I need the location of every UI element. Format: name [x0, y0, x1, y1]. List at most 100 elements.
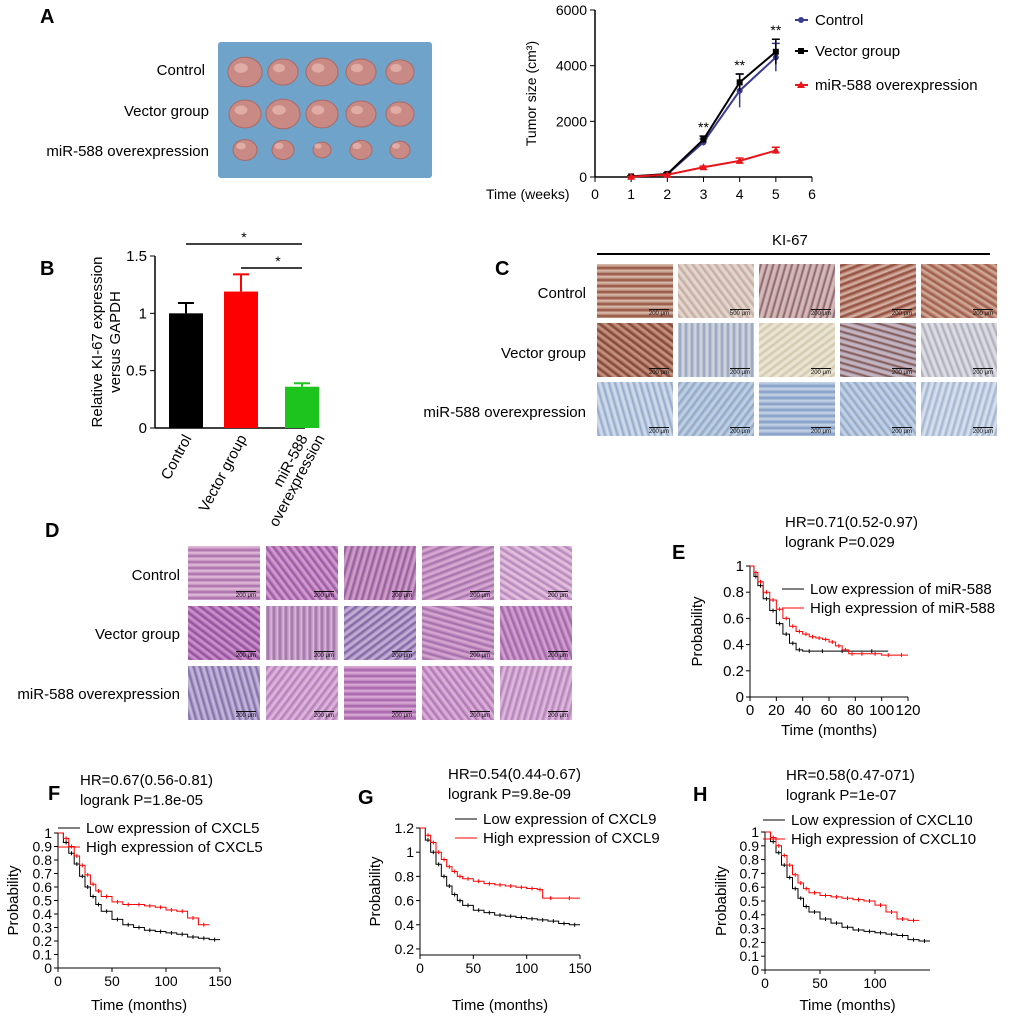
data-point — [772, 48, 779, 55]
survival-curve — [750, 565, 908, 656]
x-tick-label: 150 — [568, 960, 592, 976]
ki67-header: KI-67 — [772, 232, 808, 249]
significance-marker: * — [275, 253, 281, 269]
x-axis-label: Time (months) — [91, 997, 187, 1014]
histology-image: 200 μm — [421, 605, 495, 661]
y-axis-label: Probability — [713, 865, 730, 936]
scale-bar: 200 μm — [469, 651, 491, 659]
significance-marker: ** — [734, 57, 745, 73]
histology-image: 500 μm — [677, 263, 755, 319]
y-axis-label: Relative KI-67 expression — [89, 257, 106, 428]
stat-label: HR=0.67(0.56-0.81) — [80, 772, 213, 789]
y-tick-label: 0.7 — [740, 865, 760, 881]
histology-image: 200 μm — [839, 322, 917, 378]
legend-label: Low expression of CXCL10 — [791, 812, 973, 829]
tumor-highlight — [234, 105, 248, 115]
tumor-photo — [218, 42, 432, 178]
x-axis-label: Time (months) — [781, 722, 877, 739]
ihc-label-control: Control — [537, 285, 586, 302]
histology-image: 200 μm — [187, 665, 261, 721]
scale-bar: 200 μm — [547, 711, 569, 719]
stat-label: HR=0.58(0.47-071) — [786, 767, 915, 784]
legend-label: Control — [815, 12, 863, 29]
data-point — [771, 146, 780, 154]
y-tick-label: 2000 — [556, 113, 587, 129]
scale-bar: 200 μm — [391, 591, 413, 599]
histology-image: 200 μm — [677, 381, 755, 437]
tumor-highlight — [390, 106, 402, 114]
histology-image: 200 μm — [265, 545, 339, 601]
y-tick-label: 0.2 — [33, 933, 53, 949]
y-tick-label: 1.5 — [126, 248, 147, 265]
y-axis-label: Probability — [367, 856, 384, 927]
y-tick-label: 0.4 — [33, 906, 53, 922]
tumor-highlight — [311, 63, 325, 73]
photo-label-control: Control — [156, 62, 205, 79]
legend-label: High expression of CXCL10 — [791, 831, 976, 848]
y-tick-label: 0.2 — [395, 941, 415, 957]
tumor-highlight — [390, 64, 402, 72]
histology-image: 200 μm — [499, 545, 573, 601]
scale-bar: 200 μm — [891, 427, 913, 435]
histology-image: 200 μm — [596, 381, 674, 437]
legend-marker — [798, 48, 804, 54]
y-tick-label: 1 — [139, 305, 147, 322]
y-tick-label: 1.2 — [395, 820, 415, 836]
y-tick-label: 0.8 — [395, 868, 415, 884]
y-tick-label: 0.6 — [723, 610, 744, 627]
y-tick-label: 0.7 — [33, 866, 53, 882]
y-tick-label: 0.6 — [740, 879, 760, 895]
panel-letter-b: B — [40, 258, 55, 280]
scale-bar: 200 μm — [729, 427, 751, 435]
stat-label: HR=0.54(0.44-0.67) — [448, 766, 581, 783]
data-point — [735, 156, 744, 164]
y-axis-label: Probability — [5, 865, 22, 936]
tumor-highlight — [351, 63, 363, 73]
scale-bar: 200 μm — [648, 309, 670, 317]
histology-image: 200 μm — [421, 545, 495, 601]
significance-marker: ** — [698, 119, 709, 135]
y-tick-label: 0 — [44, 960, 52, 976]
tumor-highlight — [273, 63, 285, 73]
stat-label: logrank P=1e-07 — [786, 787, 897, 804]
x-tick-label: 0 — [416, 960, 424, 976]
bar — [224, 291, 258, 428]
stat-label: logrank P=0.029 — [785, 534, 895, 551]
legend-label: Low expression of CXCL9 — [483, 811, 656, 828]
y-tick-label: 0.1 — [740, 948, 760, 964]
survival-curve — [765, 831, 930, 942]
scale-bar: 200 μm — [313, 591, 335, 599]
data-point — [699, 163, 708, 171]
x-axis-label: Time (weeks) — [486, 186, 570, 202]
scale-bar: 200 μm — [810, 368, 832, 376]
scale-bar: 200 μm — [972, 427, 994, 435]
y-axis-label: versus GAPDH — [107, 291, 124, 393]
stat-label: logrank P=9.8e-09 — [448, 786, 571, 803]
tumor-highlight — [392, 143, 400, 149]
histology-image: 200 μm — [343, 545, 417, 601]
x-tick-label: 2 — [663, 186, 671, 202]
y-tick-label: 0.8 — [723, 584, 744, 601]
y-tick-label: 0 — [751, 962, 759, 978]
histology-image: 200 μm — [758, 263, 836, 319]
histology-image: 200 μm — [677, 322, 755, 378]
x-tick-label: 40 — [794, 702, 811, 719]
x-tick-label: 0 — [591, 186, 599, 202]
x-tick-label: 100 — [154, 973, 178, 989]
tumor-highlight — [351, 105, 363, 115]
y-tick-label: 6000 — [556, 2, 587, 18]
x-tick-label: 5 — [772, 186, 780, 202]
histology-image: 200 μm — [343, 665, 417, 721]
scale-bar: 200 μm — [891, 309, 913, 317]
x-tick-label: 150 — [208, 973, 232, 989]
y-tick-label: 0.2 — [740, 934, 760, 950]
y-tick-label: 0.9 — [740, 838, 760, 854]
histology-image: 200 μm — [839, 381, 917, 437]
x-tick-label: 100 — [869, 702, 894, 719]
histology-image: 200 μm — [920, 322, 998, 378]
y-tick-label: 0.4 — [740, 907, 760, 923]
histology-image: 200 μm — [343, 605, 417, 661]
scale-bar: 200 μm — [391, 651, 413, 659]
